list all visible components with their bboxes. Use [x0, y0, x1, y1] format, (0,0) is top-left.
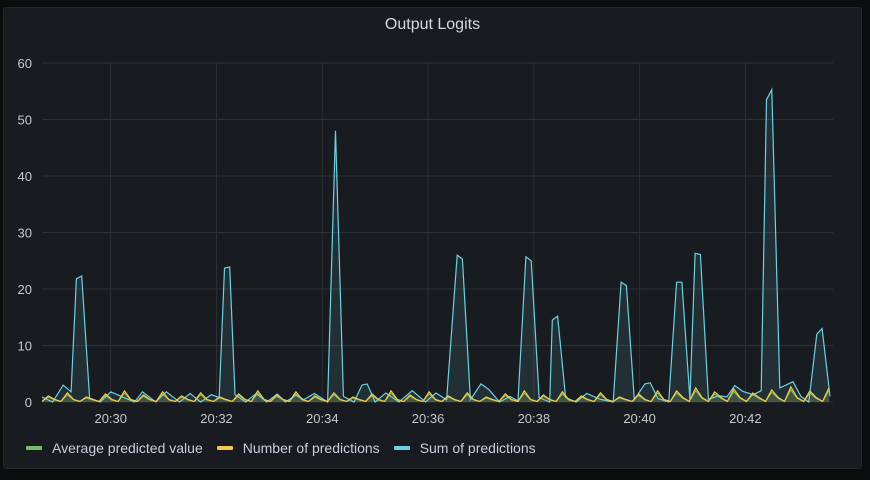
x-tick-label: 20:42 — [729, 411, 762, 426]
y-tick-label: 30 — [18, 226, 32, 241]
x-tick-label: 20:34 — [306, 411, 339, 426]
avg-area — [42, 389, 829, 402]
y-tick-label: 50 — [18, 113, 32, 128]
legend-item-average[interactable]: Average predicted value — [26, 440, 203, 456]
legend: Average predicted value Number of predic… — [26, 440, 536, 456]
legend-item-sum[interactable]: Sum of predictions — [393, 440, 536, 456]
sum-line — [41, 87, 831, 404]
y-tick-label: 0 — [25, 395, 32, 410]
x-tick-label: 20:32 — [200, 411, 233, 426]
panel-title[interactable]: Output Logits — [384, 16, 481, 33]
chart-panel: Output Logits — [3, 7, 862, 469]
legend-item-count[interactable]: Number of predictions — [216, 440, 380, 456]
y-tick-label: 20 — [18, 282, 32, 297]
legend-label: Number of predictions — [242, 440, 380, 456]
series-color-swatch — [393, 446, 410, 450]
series-color-swatch — [216, 446, 233, 450]
legend-label: Sum of predictions — [419, 440, 536, 456]
x-tick-label: 20:38 — [518, 411, 551, 426]
x-tick-label: 20:40 — [623, 411, 656, 426]
y-tick-label: 60 — [18, 56, 32, 71]
x-tick-label: 20:30 — [94, 411, 127, 426]
count-line — [41, 385, 830, 403]
y-tick-label: 10 — [18, 339, 32, 354]
legend-label: Average predicted value — [52, 440, 203, 456]
sum-area — [42, 89, 830, 402]
series-color-swatch — [26, 446, 42, 450]
y-tick-label: 40 — [18, 169, 32, 184]
x-tick-label: 20:36 — [412, 411, 445, 426]
count-area — [42, 386, 829, 402]
